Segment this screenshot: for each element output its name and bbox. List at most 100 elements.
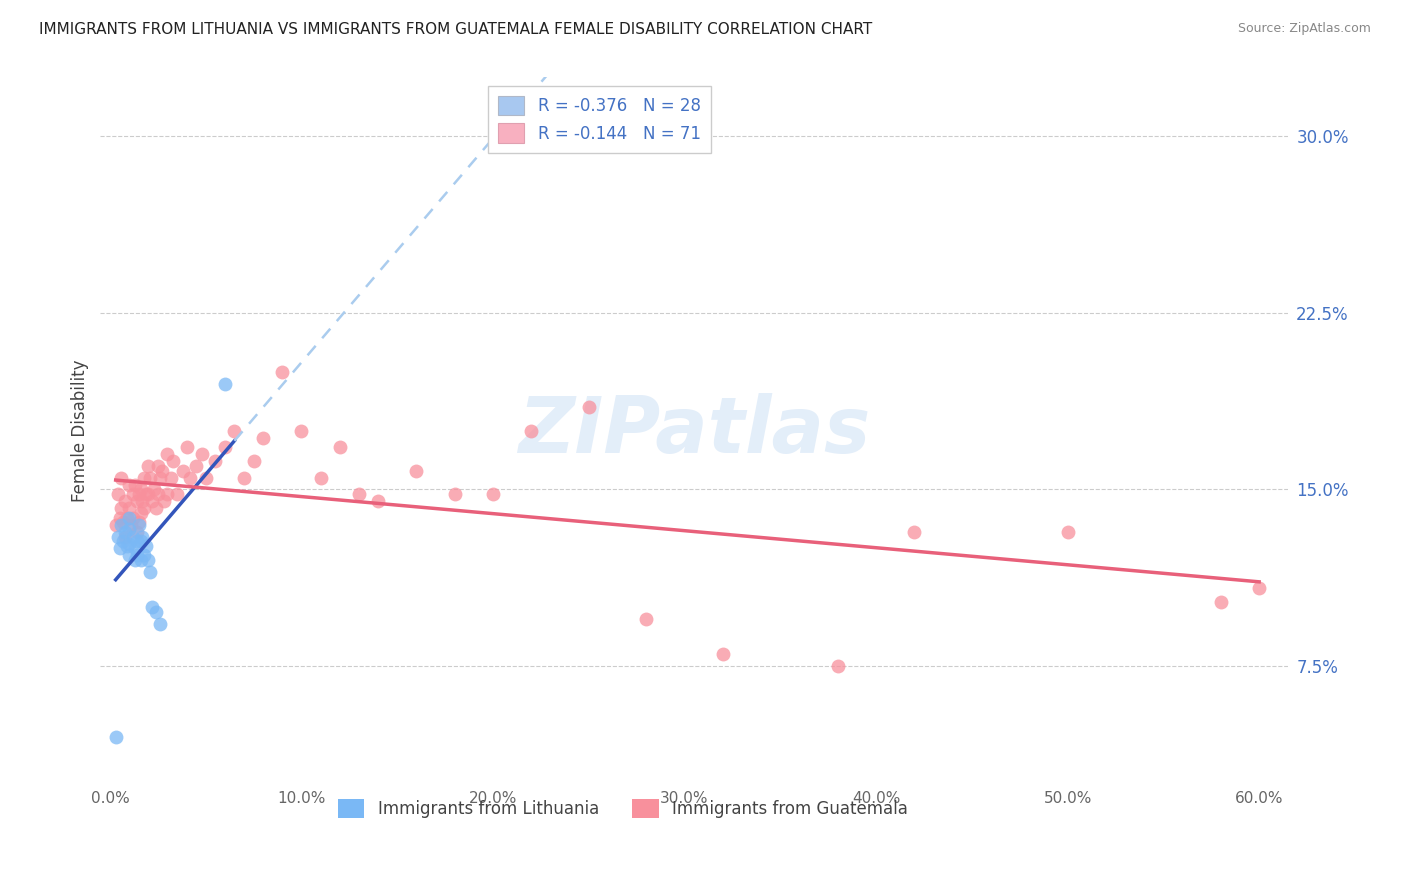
Point — [125, 549, 148, 563]
Point — [115, 510, 138, 524]
Point — [160, 471, 183, 485]
Point — [134, 501, 156, 516]
Point — [224, 424, 246, 438]
Point — [827, 659, 849, 673]
Point — [172, 464, 194, 478]
Point — [118, 510, 141, 524]
Point — [139, 565, 162, 579]
Point — [146, 487, 169, 501]
Point — [110, 517, 132, 532]
Point — [118, 501, 141, 516]
Point — [149, 616, 172, 631]
Point — [711, 647, 734, 661]
Point — [166, 487, 188, 501]
Point — [112, 516, 135, 530]
Point — [162, 454, 184, 468]
Point — [367, 494, 389, 508]
Point — [118, 523, 141, 537]
Point — [134, 471, 156, 485]
Legend: Immigrants from Lithuania, Immigrants from Guatemala: Immigrants from Lithuania, Immigrants fr… — [330, 792, 915, 825]
Point — [125, 494, 148, 508]
Point — [1209, 595, 1232, 609]
Point — [122, 510, 145, 524]
Point — [112, 534, 135, 549]
Point — [578, 400, 600, 414]
Point — [125, 534, 148, 549]
Point — [104, 517, 127, 532]
Point — [135, 539, 157, 553]
Point — [194, 471, 217, 485]
Point — [129, 553, 152, 567]
Point — [443, 487, 465, 501]
Point — [149, 471, 172, 485]
Point — [156, 487, 179, 501]
Point — [118, 477, 141, 491]
Point — [110, 501, 132, 516]
Point — [1249, 582, 1271, 596]
Point — [309, 471, 332, 485]
Point — [114, 494, 136, 508]
Point — [118, 536, 141, 550]
Text: Source: ZipAtlas.com: Source: ZipAtlas.com — [1237, 22, 1371, 36]
Point — [107, 487, 129, 501]
Point — [152, 494, 174, 508]
Point — [131, 529, 153, 543]
Point — [482, 487, 505, 501]
Point — [129, 534, 152, 549]
Point — [122, 529, 145, 543]
Point — [129, 483, 152, 497]
Point — [204, 454, 226, 468]
Point — [176, 440, 198, 454]
Point — [636, 612, 658, 626]
Point — [150, 464, 173, 478]
Point — [131, 494, 153, 508]
Point — [1056, 524, 1078, 539]
Point — [124, 541, 146, 556]
Point — [290, 424, 312, 438]
Point — [122, 487, 145, 501]
Y-axis label: Female Disability: Female Disability — [72, 359, 89, 502]
Point — [110, 471, 132, 485]
Point — [118, 549, 141, 563]
Point — [107, 529, 129, 543]
Point — [128, 516, 150, 530]
Point — [184, 458, 207, 473]
Point — [135, 487, 157, 501]
Point — [114, 524, 136, 539]
Point — [120, 517, 142, 532]
Point — [128, 517, 150, 532]
Point — [115, 539, 138, 553]
Point — [145, 501, 167, 516]
Point — [134, 549, 156, 563]
Point — [125, 524, 148, 539]
Point — [233, 471, 256, 485]
Point — [136, 553, 159, 567]
Point — [108, 541, 131, 556]
Point — [129, 506, 152, 520]
Point — [136, 487, 159, 501]
Point — [347, 487, 370, 501]
Point — [271, 365, 294, 379]
Point — [329, 440, 352, 454]
Point — [114, 529, 136, 543]
Point — [179, 471, 201, 485]
Point — [405, 464, 427, 478]
Point — [903, 524, 925, 539]
Point — [104, 730, 127, 744]
Point — [252, 431, 274, 445]
Point — [128, 487, 150, 501]
Point — [136, 458, 159, 473]
Text: IMMIGRANTS FROM LITHUANIA VS IMMIGRANTS FROM GUATEMALA FEMALE DISABILITY CORRELA: IMMIGRANTS FROM LITHUANIA VS IMMIGRANTS … — [39, 22, 873, 37]
Point — [124, 477, 146, 491]
Point — [214, 376, 236, 391]
Point — [242, 454, 264, 468]
Point — [124, 553, 146, 567]
Point — [191, 447, 214, 461]
Point — [141, 600, 163, 615]
Point — [141, 494, 163, 508]
Point — [108, 510, 131, 524]
Point — [214, 440, 236, 454]
Point — [145, 605, 167, 619]
Point — [146, 458, 169, 473]
Point — [143, 483, 166, 497]
